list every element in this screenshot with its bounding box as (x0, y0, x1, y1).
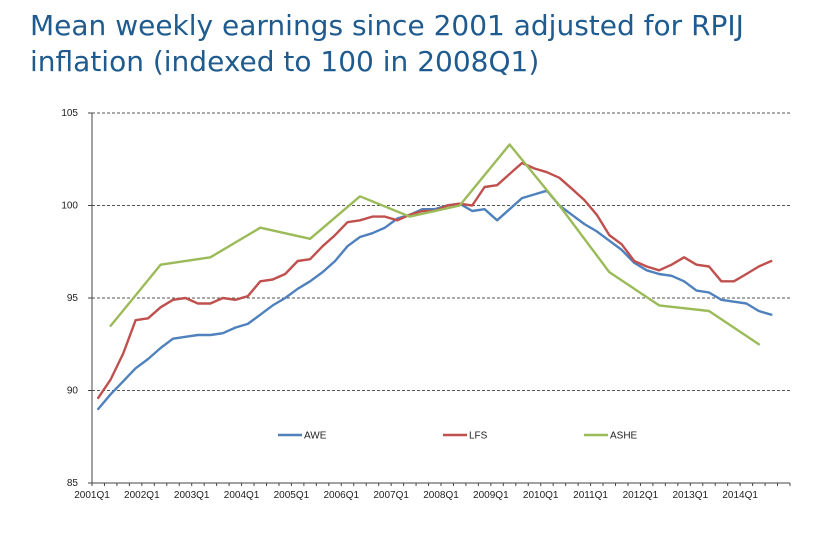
x-tick-label: 2008Q1 (423, 490, 459, 501)
x-tick-label: 2013Q1 (672, 490, 708, 501)
legend-label-ashe: ASHE (610, 431, 638, 442)
series-line-awe (96, 189, 773, 411)
x-tick-label: 2001Q1 (74, 490, 110, 501)
y-tick-label: 95 (67, 293, 79, 304)
series-line-ashe (109, 143, 760, 346)
y-tick-label: 105 (61, 108, 78, 119)
x-tick-label: 2007Q1 (373, 490, 409, 501)
x-tick-label: 2003Q1 (174, 490, 210, 501)
legend: AWE LFS ASHE (278, 431, 638, 442)
x-tick-label: 2009Q1 (473, 490, 509, 501)
y-tick-label: 85 (67, 478, 79, 489)
x-tick-label: 2004Q1 (224, 490, 260, 501)
x-tick-label: 2012Q1 (623, 490, 659, 501)
x-tick-label: 2006Q1 (323, 490, 359, 501)
series-line-lfs (96, 161, 773, 400)
legend-label-lfs: LFS (469, 431, 488, 442)
x-tick-label: 2010Q1 (523, 490, 559, 501)
x-tick-label: 2005Q1 (274, 490, 310, 501)
x-tick-label: 2002Q1 (124, 490, 160, 501)
gridlines (92, 112, 790, 391)
legend-label-awe: AWE (304, 431, 327, 442)
page-title: Mean weekly earnings since 2001 adjusted… (30, 9, 744, 78)
series-lines (96, 143, 773, 411)
x-tick-label: 2014Q1 (722, 490, 758, 501)
y-tick-label: 90 (67, 386, 79, 397)
y-tick-label: 100 (61, 201, 78, 212)
x-tick-label: 2011Q1 (573, 490, 608, 501)
x-axis-labels: 2001Q1 2002Q1 2003Q1 2004Q1 2005Q1 2006Q1 2007… (74, 490, 758, 501)
y-axis-labels: 85 90 95 100 105 (61, 108, 78, 489)
axes (88, 112, 791, 486)
